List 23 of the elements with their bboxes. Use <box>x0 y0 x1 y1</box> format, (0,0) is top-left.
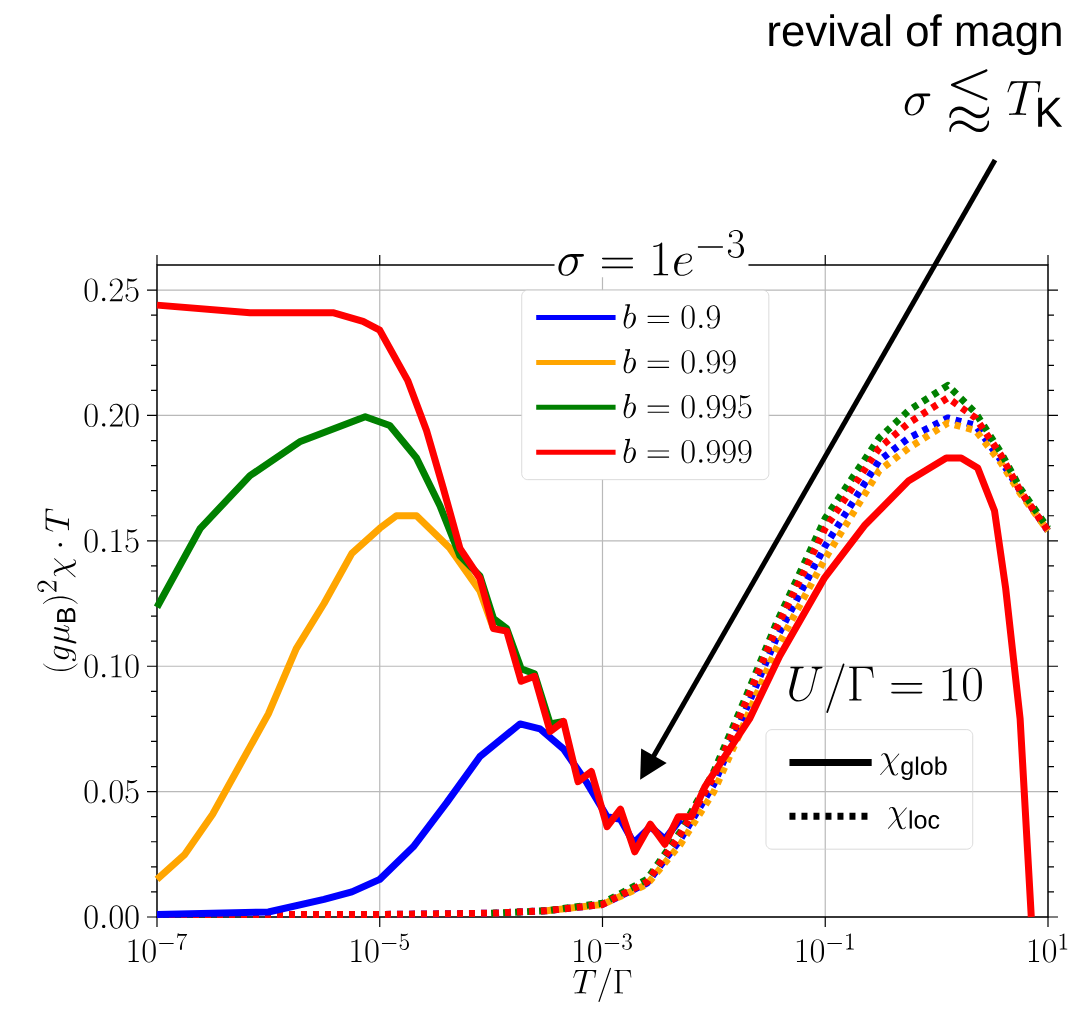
annotation: $\chi_{\mathrm{loc}}$ <box>887 807 940 830</box>
text: revival of magn <box>769 14 1061 56</box>
y-tick-label: $0.10$ <box>84 654 139 678</box>
legend-label: $b = 0.99$ <box>623 349 736 374</box>
y-axis-title: $(g\mu_{\mathrm{B}})^2\chi\cdot T$ <box>37 508 78 671</box>
y-tick-label: $0.20$ <box>84 403 139 428</box>
text: $\sigma \lessapprox T_{\mathrm{K}}$ <box>904 69 1063 133</box>
chart-title: $\sigma = 1e^{-3}$ <box>558 230 745 276</box>
x-axis-title: $T/\Gamma$ <box>573 967 632 1002</box>
x-tick-label: $10^{-3}$ <box>574 933 632 963</box>
y-tick-label: $0.05$ <box>84 779 139 804</box>
annotation: $U/\Gamma = 10$ <box>789 663 982 713</box>
annotation: $\chi_{\mathrm{glob}}$ <box>880 753 947 780</box>
x-tick-label: $10^{-1}$ <box>796 933 854 963</box>
x-tick-label: $10^{-7}$ <box>128 933 188 963</box>
x-tick-label: $10^{-5}$ <box>351 933 410 963</box>
legend-label: $b = 0.995$ <box>623 393 752 419</box>
y-tick-label: $0.00$ <box>84 905 139 929</box>
y-tick-label: $0.15$ <box>84 529 139 553</box>
x-tick-label: $10^{1}$ <box>1028 933 1068 963</box>
y-tick-label: $0.25$ <box>84 278 139 302</box>
legend-label: $b = 0.999$ <box>623 438 752 464</box>
legend-label: $b = 0.9$ <box>623 304 720 329</box>
